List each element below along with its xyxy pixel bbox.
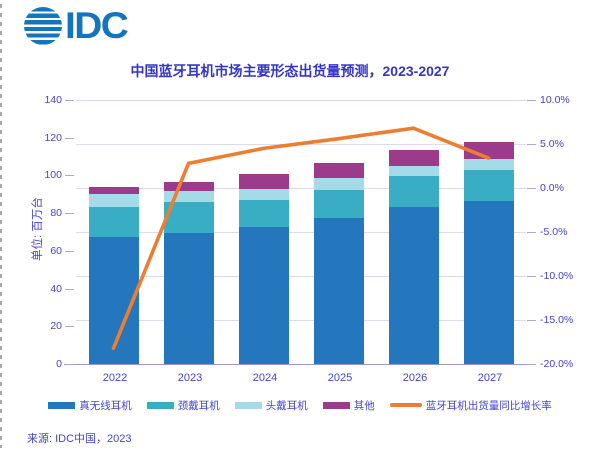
- left-axis-tick: [65, 251, 74, 252]
- chart-title: 中国蓝牙耳机市场主要形态出货量预测，2023-2027: [130, 63, 450, 79]
- right-axis-tick: [527, 144, 536, 145]
- bar-segment-neckband-2022: [88, 207, 139, 237]
- legend-label-yoy-growth: 蓝牙耳机出货量同比增长率: [425, 399, 552, 412]
- gridline: [76, 100, 526, 101]
- left-axis-tick-label: 140: [44, 94, 62, 106]
- left-axis-tick: [65, 138, 74, 139]
- right-axis-tick: [527, 232, 536, 233]
- bar-segment-other-2023: [163, 182, 214, 192]
- page-edge-marks: [0, 4, 2, 448]
- gridline: [76, 276, 526, 277]
- left-axis-tick-label: 0: [56, 358, 62, 370]
- left-axis-tick: [65, 326, 74, 327]
- legend-item-yoy-growth: 蓝牙耳机出货量同比增长率: [389, 398, 552, 413]
- left-axis-tick-label: 40: [50, 283, 62, 295]
- bar-segment-over-ear-2022: [88, 194, 139, 208]
- idc-logo: IDC: [24, 5, 129, 46]
- x-axis-label-2024: 2024: [252, 372, 278, 384]
- x-axis-label-2022: 2022: [102, 372, 128, 384]
- bar-segment-other-2022: [88, 186, 139, 195]
- bar-segment-over-ear-2024: [238, 188, 289, 200]
- left-axis-tick: [65, 175, 74, 176]
- left-axis-tick: [65, 213, 74, 214]
- legend-label-tws: 真无线耳机: [79, 399, 132, 412]
- bar-segment-neckband-2025: [313, 189, 364, 218]
- bar-segment-other-2026: [388, 149, 439, 166]
- bar-segment-other-2024: [238, 173, 289, 189]
- legend-swatch-other: [322, 401, 350, 409]
- legend-item-tws: 真无线耳机: [48, 398, 132, 413]
- bar-segment-over-ear-2026: [388, 166, 439, 177]
- right-axis-tick-label: 10.0%: [540, 94, 570, 106]
- x-axis-label-2025: 2025: [327, 372, 353, 384]
- bar-segment-neckband-2027: [463, 169, 514, 201]
- legend-label-other: 其他: [353, 399, 375, 412]
- gridline: [76, 320, 526, 321]
- bar-segment-tws-2024: [238, 227, 289, 364]
- right-axis-tick-label: 5.0%: [540, 138, 564, 150]
- source-note: 来源: IDC中国，2023: [27, 433, 132, 445]
- left-axis-tick: [65, 364, 74, 365]
- right-axis-tick: [527, 100, 536, 101]
- right-axis-tick: [527, 320, 536, 321]
- left-axis-tick-label: 20: [50, 320, 62, 332]
- legend-swatch-yoy-growth: [389, 403, 422, 407]
- bar-segment-other-2027: [463, 142, 514, 160]
- legend-item-over-ear: 头戴耳机: [234, 398, 308, 413]
- x-axis-label-2023: 2023: [177, 372, 203, 384]
- bar-segment-tws-2027: [463, 200, 514, 364]
- left-axis-tick-label: 100: [44, 169, 62, 181]
- x-axis-line: [64, 364, 528, 365]
- bar-segment-neckband-2024: [238, 199, 289, 228]
- bar-segment-over-ear-2025: [313, 178, 364, 190]
- x-axis-label-2026: 2026: [402, 372, 428, 384]
- idc-globe-icon: [24, 7, 62, 45]
- right-axis-tick-label: -20.0%: [540, 358, 574, 370]
- left-axis-tick-label: 120: [44, 132, 62, 144]
- idc-logo-text: IDC: [65, 5, 129, 46]
- gridline: [76, 188, 526, 189]
- right-axis-tick: [527, 364, 536, 365]
- right-axis-tick: [527, 276, 536, 277]
- x-axis-label-2027: 2027: [477, 372, 503, 384]
- legend-label-neckband: 颈戴耳机: [177, 399, 220, 412]
- right-axis-tick-label: -15.0%: [540, 314, 574, 326]
- right-axis-tick: [527, 188, 536, 189]
- right-axis-tick-label: -5.0%: [540, 226, 568, 238]
- bar-segment-neckband-2026: [388, 176, 439, 207]
- right-axis-tick-label: 0.0%: [540, 182, 564, 194]
- bar-segment-tws-2023: [163, 232, 214, 364]
- bar-segment-tws-2026: [388, 206, 439, 364]
- bar-segment-over-ear-2027: [463, 159, 514, 170]
- legend-item-neckband: 颈戴耳机: [146, 398, 220, 413]
- legend-label-over-ear: 头戴耳机: [265, 399, 308, 412]
- chart-legend: 真无线耳机 颈戴耳机 头戴耳机 其他 蓝牙耳机出货量同比增长率: [0, 397, 600, 413]
- bar-segment-tws-2022: [88, 236, 139, 364]
- left-axis-tick: [65, 100, 74, 101]
- legend-swatch-neckband: [146, 401, 174, 409]
- bar-segment-other-2025: [313, 163, 364, 179]
- bar-segment-tws-2025: [313, 217, 364, 364]
- right-axis-tick-label: -10.0%: [540, 270, 574, 282]
- legend-swatch-over-ear: [234, 401, 262, 409]
- left-axis-tick: [65, 289, 74, 290]
- legend-item-other: 其他: [322, 398, 375, 413]
- gridline: [76, 232, 526, 233]
- left-axis-tick-label: 80: [50, 207, 62, 219]
- legend-swatch-tws: [48, 401, 76, 409]
- left-axis-tick-label: 60: [50, 245, 62, 257]
- bar-segment-over-ear-2023: [163, 191, 214, 202]
